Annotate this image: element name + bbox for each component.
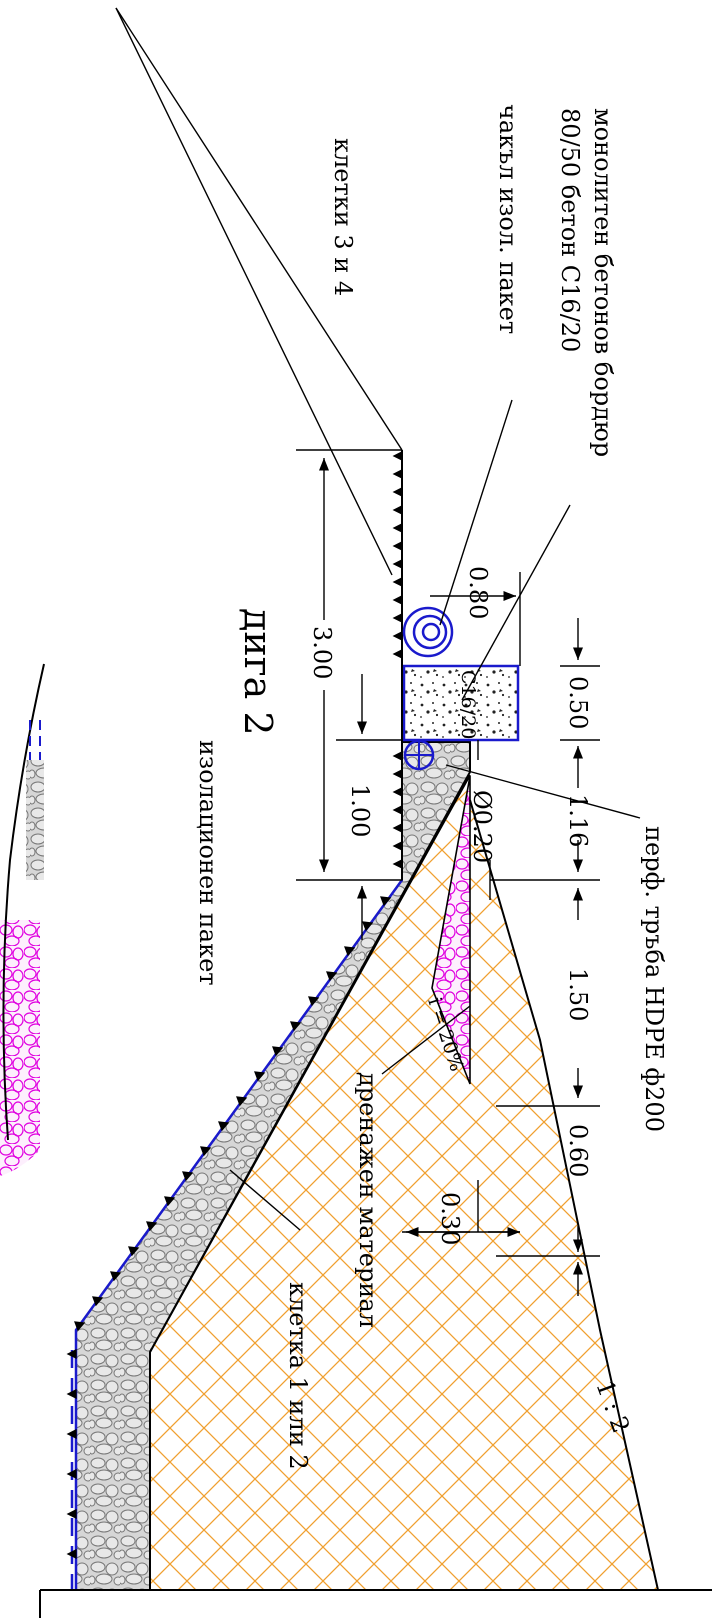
dim-1-50: 1.50 [564, 968, 592, 1021]
slope-line [469, 799, 659, 1591]
drainage-wedge [431, 775, 471, 1085]
bottom-frame [39, 1589, 712, 1618]
detail-circle-gravel [26, 760, 44, 880]
drainage-circle-fragment [0, 920, 40, 1176]
label-cell-1-2: клетка 1 или 2 [284, 1282, 312, 1470]
label-pipe-diameter: Ø0.20 [468, 790, 496, 863]
geotextile-roll-icon [402, 606, 454, 658]
label-gravel-pack: чакъл изол. пакет [494, 104, 522, 334]
label-insulation-pack: изолационен пакет [194, 740, 222, 986]
dim-0-30: 0.30 [436, 1192, 464, 1245]
dimension-lines [296, 449, 600, 1296]
dike-fill-hatch [150, 772, 658, 1590]
dim-0-80: 0.80 [464, 566, 492, 619]
perforated-pipe [403, 739, 435, 771]
label-perf-pipe: перф. тръба HDPE ф200 [640, 826, 668, 1132]
dim-1-00: 1.00 [346, 784, 374, 837]
dim-1-16: 1.16 [564, 794, 592, 847]
label-cells-3-4: клетки 3 и 4 [329, 138, 357, 296]
dim-0-60: 0.60 [564, 1124, 592, 1177]
leader-lines [115, 7, 641, 1231]
geotextile-teeth-slope [66, 896, 392, 1560]
label-monolith-curb: монолитен бетонов бордюр [589, 108, 617, 457]
dim-0-50: 0.50 [564, 676, 592, 729]
label-drainage-material: дренажен материал [354, 1072, 382, 1328]
label-dike: дига 2 [236, 608, 280, 736]
label-curb-spec: 80/50 бетон С16/20 [556, 108, 584, 352]
label-concrete-mark: С16/20 [457, 670, 479, 739]
geotextile-teeth-top [392, 450, 403, 870]
dim-3-00: 3.00 [308, 626, 336, 679]
concrete-curb [402, 664, 520, 742]
detail-blue-dashes [29, 720, 41, 760]
